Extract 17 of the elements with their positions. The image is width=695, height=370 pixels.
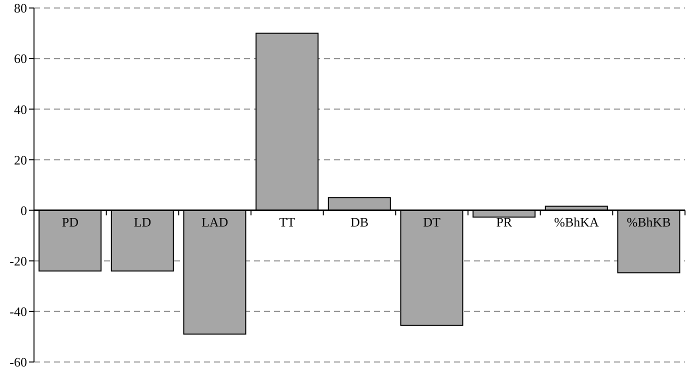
y-tick-label: 60: [14, 51, 27, 66]
y-tick-label: 40: [14, 102, 27, 117]
y-tick-label: 20: [14, 152, 27, 168]
x-tick-label: DB: [350, 214, 369, 230]
y-tick-label: 0: [20, 202, 27, 218]
y-tick-label: -60: [10, 354, 27, 370]
x-tick-label: TT: [279, 214, 296, 230]
x-tick-label: PD: [62, 214, 78, 230]
y-tick-label: 80: [14, 0, 27, 16]
x-tick-label: %BhKA: [554, 214, 600, 230]
x-tick-label: LAD: [201, 214, 228, 230]
x-tick-label: PR: [496, 214, 512, 230]
x-tick-label: DT: [423, 214, 441, 230]
y-tick-label: -40: [10, 304, 27, 320]
x-tick-label: LD: [134, 214, 152, 230]
x-tick-label: %BhKB: [626, 214, 672, 230]
y-tick-label: -20: [10, 253, 27, 268]
